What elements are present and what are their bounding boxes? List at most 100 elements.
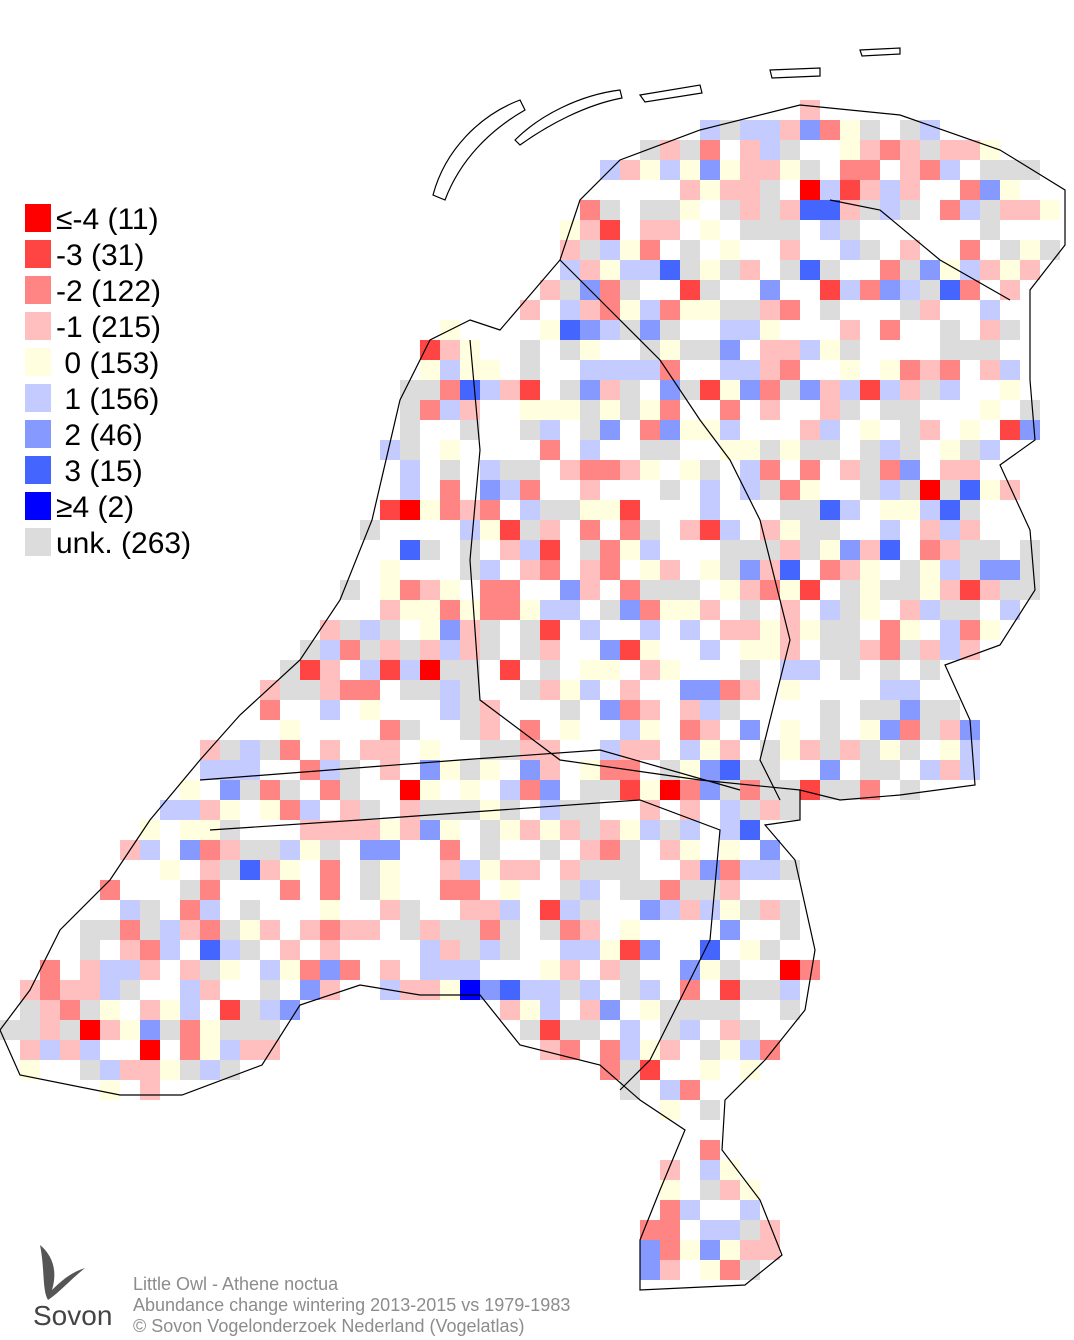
grid-cell <box>940 160 960 180</box>
grid-cell <box>900 440 920 460</box>
grid-cell <box>560 600 580 620</box>
grid-cell <box>640 820 660 840</box>
grid-cell <box>940 460 960 480</box>
grid-cell <box>580 460 600 480</box>
grid-cell <box>540 1020 560 1040</box>
grid-cell <box>40 1040 60 1060</box>
grid-cell <box>700 760 720 780</box>
grid-cell <box>360 860 380 880</box>
grid-cell <box>320 700 340 720</box>
grid-cell <box>720 760 740 780</box>
grid-cell <box>520 480 540 500</box>
grid-cell <box>1000 360 1020 380</box>
grid-cell <box>800 380 820 400</box>
grid-cell <box>700 680 720 700</box>
grid-cell <box>600 1040 620 1060</box>
grid-cell <box>440 860 460 880</box>
grid-cell <box>520 340 540 360</box>
grid-cell <box>720 960 740 980</box>
grid-cell <box>340 680 360 700</box>
grid-cell <box>780 560 800 580</box>
grid-cell <box>600 1060 620 1080</box>
grid-cell <box>960 180 980 200</box>
grid-cell <box>400 900 420 920</box>
grid-cell <box>900 120 920 140</box>
grid-cell <box>620 700 640 720</box>
grid-cell <box>520 380 540 400</box>
grid-cell <box>720 1240 740 1260</box>
grid-cell <box>800 500 820 520</box>
grid-cell <box>880 380 900 400</box>
grid-cell <box>340 780 360 800</box>
grid-cell <box>340 760 360 780</box>
grid-cell <box>740 1060 760 1080</box>
grid-cell <box>480 520 500 540</box>
footer-line: © Sovon Vogelonderzoek Nederland (Vogela… <box>133 1316 525 1336</box>
grid-cell <box>320 680 340 700</box>
grid-cell <box>960 740 980 760</box>
grid-cell <box>720 260 740 280</box>
grid-cell <box>600 1000 620 1020</box>
grid-cell <box>280 740 300 760</box>
grid-cell <box>680 820 700 840</box>
grid-cell <box>880 440 900 460</box>
grid-cell <box>520 560 540 580</box>
grid-cell <box>580 820 600 840</box>
grid-cell <box>720 1020 740 1040</box>
grid-cell <box>240 740 260 760</box>
grid-cell <box>740 1020 760 1040</box>
grid-cell <box>820 700 840 720</box>
grid-cell <box>540 540 560 560</box>
grid-cell <box>780 680 800 700</box>
grid-cell <box>320 960 340 980</box>
grid-cell <box>940 360 960 380</box>
grid-cell <box>740 900 760 920</box>
grid-cell <box>900 720 920 740</box>
grid-cell <box>380 860 400 880</box>
grid-cell <box>520 520 540 540</box>
grid-cell <box>560 460 580 480</box>
grid-cell <box>780 920 800 940</box>
grid-cell <box>700 1000 720 1020</box>
grid-cell <box>460 560 480 580</box>
legend-swatch <box>25 528 51 556</box>
grid-cell <box>100 880 120 900</box>
grid-cell <box>240 1040 260 1060</box>
grid-cell <box>620 460 640 480</box>
grid-cell <box>900 600 920 620</box>
grid-cell <box>100 1080 120 1100</box>
grid-cell <box>460 780 480 800</box>
grid-cell <box>240 780 260 800</box>
island <box>859 47 901 57</box>
grid-cell <box>420 820 440 840</box>
grid-cell <box>620 880 640 900</box>
grid-cell <box>960 420 980 440</box>
grid-cell <box>100 920 120 940</box>
grid-cell <box>980 540 1000 560</box>
grid-cell <box>720 700 740 720</box>
grid-cell <box>880 320 900 340</box>
grid-cell <box>880 580 900 600</box>
grid-cell <box>940 500 960 520</box>
grid-cell <box>580 520 600 540</box>
grid-cell <box>680 980 700 1000</box>
grid-cell <box>620 640 640 660</box>
grid-cell <box>580 440 600 460</box>
grid-cell <box>720 800 740 820</box>
grid-cell <box>780 340 800 360</box>
grid-cell <box>960 600 980 620</box>
grid-cell <box>620 740 640 760</box>
grid-cell <box>580 660 600 680</box>
grid-cell <box>700 720 720 740</box>
inner-border <box>199 749 741 791</box>
grid-cell <box>260 800 280 820</box>
grid-cell <box>740 380 760 400</box>
grid-cell <box>680 700 700 720</box>
grid-cell <box>400 540 420 560</box>
grid-cell <box>940 320 960 340</box>
grid-cell <box>180 920 200 940</box>
grid-cell <box>940 280 960 300</box>
grid-cells <box>0 100 1060 1280</box>
grid-cell <box>760 940 780 960</box>
grid-cell <box>960 620 980 640</box>
